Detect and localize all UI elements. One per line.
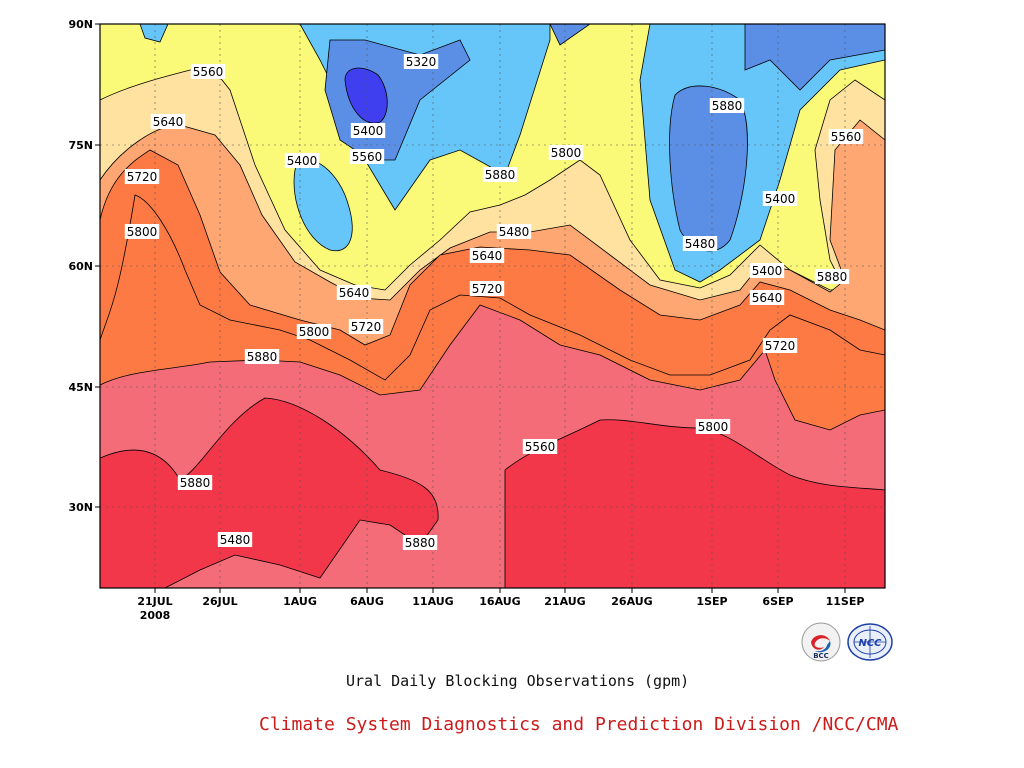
contour-label: 5320 bbox=[403, 54, 439, 69]
contour-label: 5400 bbox=[284, 153, 320, 168]
contour-label: 5800 bbox=[548, 145, 584, 160]
contour-label: 5720 bbox=[762, 338, 798, 353]
contour-label: 5880 bbox=[814, 269, 850, 284]
x-tick-label: 11AUG bbox=[412, 595, 453, 608]
svg-text:5880: 5880 bbox=[405, 536, 436, 550]
x-tick-label: 1SEP bbox=[696, 595, 727, 608]
contour-chart: 5560 5640 5720 5800 5880 5880 5480 5400 5320 5400… bbox=[68, 18, 886, 622]
contour-fills bbox=[100, 24, 885, 588]
x-tick-label: 21AUG bbox=[544, 595, 585, 608]
contour-label: 5800 bbox=[296, 324, 332, 339]
contour-label: 5800 bbox=[124, 224, 160, 239]
contour-label: 5880 bbox=[402, 535, 438, 550]
svg-text:5720: 5720 bbox=[472, 282, 503, 296]
svg-text:5640: 5640 bbox=[472, 249, 503, 263]
svg-text:5560: 5560 bbox=[831, 130, 862, 144]
svg-text:5320: 5320 bbox=[406, 55, 437, 69]
svg-text:5880: 5880 bbox=[817, 270, 848, 284]
contour-label: 5400 bbox=[762, 191, 798, 206]
chart-caption: Ural Daily Blocking Observations (gpm) bbox=[346, 672, 690, 690]
contour-label: 5640 bbox=[336, 285, 372, 300]
year-label: 2008 bbox=[140, 609, 171, 622]
svg-text:5880: 5880 bbox=[247, 350, 278, 364]
y-tick-label: 45N bbox=[68, 381, 93, 394]
svg-text:NCC: NCC bbox=[858, 638, 882, 649]
contour-label: 5880 bbox=[709, 98, 745, 113]
svg-text:5400: 5400 bbox=[765, 192, 796, 206]
contour-label: 5720 bbox=[469, 281, 505, 296]
contour-label: 5880 bbox=[177, 475, 213, 490]
contour-label: 5480 bbox=[217, 532, 253, 547]
svg-text:5800: 5800 bbox=[551, 146, 582, 160]
y-tick-label: 30N bbox=[68, 501, 93, 514]
x-tick-label: 21JUL bbox=[137, 595, 172, 608]
svg-text:5800: 5800 bbox=[299, 325, 330, 339]
band-5320-5400-d bbox=[549, 24, 591, 46]
svg-text:5720: 5720 bbox=[351, 320, 382, 334]
svg-text:5480: 5480 bbox=[685, 237, 716, 251]
svg-text:5560: 5560 bbox=[525, 440, 556, 454]
svg-text:5640: 5640 bbox=[752, 291, 783, 305]
svg-text:5720: 5720 bbox=[765, 339, 796, 353]
contour-label: 5560 bbox=[190, 64, 226, 79]
contour-label: 5640 bbox=[469, 248, 505, 263]
x-tick-label: 26AUG bbox=[611, 595, 652, 608]
y-tick-label: 90N bbox=[68, 18, 93, 31]
x-tick-label: 6SEP bbox=[762, 595, 793, 608]
y-tick-label: 60N bbox=[68, 260, 93, 273]
svg-text:5480: 5480 bbox=[220, 533, 251, 547]
y-tick-label: 75N bbox=[68, 139, 93, 152]
contour-label: 5880 bbox=[482, 167, 518, 182]
svg-text:5640: 5640 bbox=[339, 286, 370, 300]
x-tick-label: 26JUL bbox=[202, 595, 237, 608]
band-5400-5480-d bbox=[139, 24, 169, 43]
plot-frame bbox=[99, 23, 886, 589]
svg-text:5560: 5560 bbox=[352, 150, 383, 164]
y-axis: 30N 45N 60N 75N 90N bbox=[68, 18, 100, 514]
band-below-5320 bbox=[344, 67, 388, 124]
svg-text:5800: 5800 bbox=[698, 420, 729, 434]
svg-text:5880: 5880 bbox=[180, 476, 211, 490]
svg-text:5400: 5400 bbox=[752, 264, 783, 278]
svg-text:5400: 5400 bbox=[353, 124, 384, 138]
contour-label: 5480 bbox=[496, 224, 532, 239]
contour-label: 5880 bbox=[244, 349, 280, 364]
svg-text:5880: 5880 bbox=[485, 168, 516, 182]
svg-text:5640: 5640 bbox=[153, 115, 184, 129]
credit-line: Climate System Diagnostics and Predictio… bbox=[259, 714, 899, 735]
x-tick-label: 16AUG bbox=[479, 595, 520, 608]
contour-label: 5400 bbox=[350, 123, 386, 138]
svg-text:5880: 5880 bbox=[712, 99, 743, 113]
ncc-logo-icon: NCC bbox=[846, 621, 893, 663]
contour-label: 5480 bbox=[682, 236, 718, 251]
contour-label-layer: 5560 5640 5720 5800 5880 5880 5480 5400 5320 5400… bbox=[124, 54, 864, 550]
svg-text:BCC: BCC bbox=[813, 652, 829, 660]
svg-text:5480: 5480 bbox=[499, 225, 530, 239]
contour-label: 5400 bbox=[749, 263, 785, 278]
contour-label: 5560 bbox=[522, 439, 558, 454]
contour-label: 5560 bbox=[828, 129, 864, 144]
x-tick-label: 6AUG bbox=[350, 595, 384, 608]
contour-label: 5640 bbox=[150, 114, 186, 129]
band-5880-plus-a bbox=[100, 397, 439, 588]
x-axis: 21JUL 26JUL 1AUG 6AUG 11AUG 16AUG 21AUG 26AUG 1S… bbox=[137, 588, 864, 622]
svg-text:5400: 5400 bbox=[287, 154, 318, 168]
x-tick-label: 11SEP bbox=[826, 595, 865, 608]
svg-text:5720: 5720 bbox=[127, 170, 158, 184]
contour-label: 5720 bbox=[124, 169, 160, 184]
svg-text:5800: 5800 bbox=[127, 225, 158, 239]
contour-label: 5560 bbox=[349, 149, 385, 164]
contour-label: 5640 bbox=[749, 290, 785, 305]
band-5320-5400-b bbox=[669, 85, 748, 252]
contour-label: 5800 bbox=[695, 419, 731, 434]
contour-label: 5720 bbox=[348, 319, 384, 334]
svg-text:5560: 5560 bbox=[193, 65, 224, 79]
band-5320-5400-c bbox=[744, 24, 885, 91]
bcc-logo-icon: BCC bbox=[800, 621, 842, 663]
x-tick-label: 1AUG bbox=[283, 595, 317, 608]
